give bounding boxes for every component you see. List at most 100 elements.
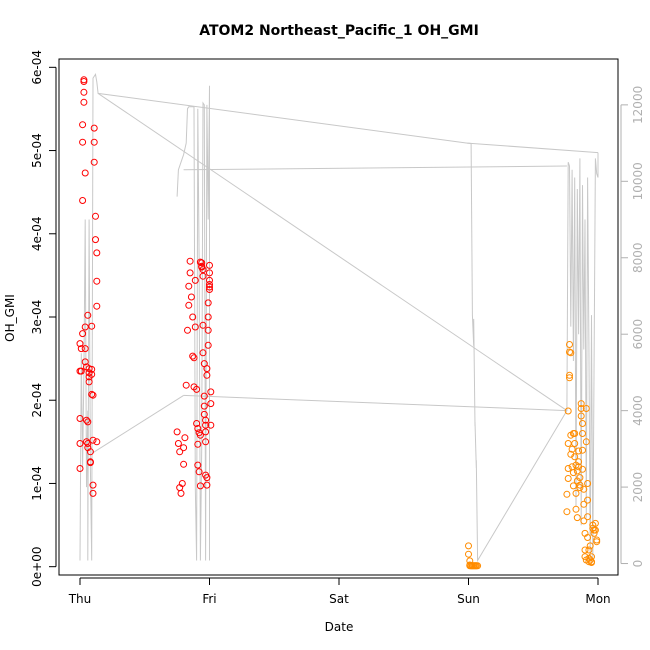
data-point [92,236,99,244]
data-point [566,371,573,379]
data-point [584,480,592,487]
data-point [206,283,213,291]
data-point [88,365,96,373]
data-point [580,500,588,508]
axes-layer: Thu Fri Sat Sun Mon 0e+00 1e-04 2e-04 3e-04 4e-04… [30,50,645,606]
data-point [465,550,472,558]
data-point [194,440,202,448]
data-point [79,121,87,129]
x-tick-label: Sun [457,592,480,606]
data-point [84,440,92,447]
data-point [580,517,588,525]
data-point [89,489,97,497]
data-point [88,322,96,330]
data-point [593,538,601,546]
data-point [569,482,577,490]
data-point [174,440,182,447]
data-point [84,311,92,319]
data-point [585,546,593,554]
data-point [569,469,577,477]
data-point [79,330,87,338]
data-point [584,513,592,521]
data-point [576,474,584,482]
data-point [83,416,90,424]
data-point [206,269,213,277]
data-point [575,447,583,455]
data-point [93,438,101,446]
data-point [563,490,571,498]
data-point [196,258,204,266]
data-point [173,428,181,436]
data-point [81,323,89,331]
data-point [576,484,584,492]
data-point [186,269,194,277]
data-point [185,301,193,309]
data-point [584,496,592,504]
data-point [579,465,586,473]
data-point [579,420,586,427]
data-point [76,465,84,472]
data-point [572,505,580,513]
data-point [572,489,580,497]
data-point [573,514,581,522]
data-point [200,402,208,410]
data-point [93,277,101,285]
data-point [207,421,215,429]
data-point [191,276,199,284]
data-point [193,385,201,393]
data-point [591,526,599,534]
data-point [564,440,572,447]
data-point [81,169,89,177]
data-point [588,559,595,566]
data-point [568,463,576,471]
data-point [199,349,207,357]
data-point [77,345,85,353]
data-point [92,212,99,220]
data-point [184,326,191,334]
y2-tick-label: 4000 [631,395,645,426]
y2-tick-label: 10000 [631,162,645,200]
data-point [191,323,199,331]
data-point [564,475,572,482]
data-point [566,374,573,382]
data-point [177,489,185,497]
data-point [180,460,188,468]
data-point [202,438,210,446]
data-point [582,438,590,446]
y2-tick-label: 12000 [631,86,645,124]
points-layer [76,76,601,570]
data-point [203,371,211,379]
data-point [575,458,583,466]
altitude-flight-leg [97,92,568,412]
data-point [203,365,211,373]
data-point [207,388,215,396]
data-point [85,378,93,386]
data-point [577,400,585,408]
data-point [571,440,579,447]
data-point [566,341,573,348]
plot-frame [58,58,619,576]
data-point [81,358,89,366]
data-point [586,542,594,550]
altitude-flight-leg [92,394,184,454]
data-point [465,542,472,550]
x-tick-label: Mon [585,592,610,606]
data-point [86,459,94,467]
data-point [186,257,194,265]
x-tick-label: Sat [329,592,349,606]
data-point [564,407,572,415]
data-point [89,391,97,399]
altitude-flight-leg [467,142,599,154]
data-point [193,420,201,427]
data-point [89,481,97,489]
data-point [206,276,213,284]
y-tick-label: 0e+00 [30,547,44,587]
data-point [206,281,213,288]
data-point [199,321,207,329]
data-point [76,440,84,447]
data-point [76,340,84,348]
data-point [204,313,212,321]
data-point [81,345,89,353]
data-point [90,124,98,132]
